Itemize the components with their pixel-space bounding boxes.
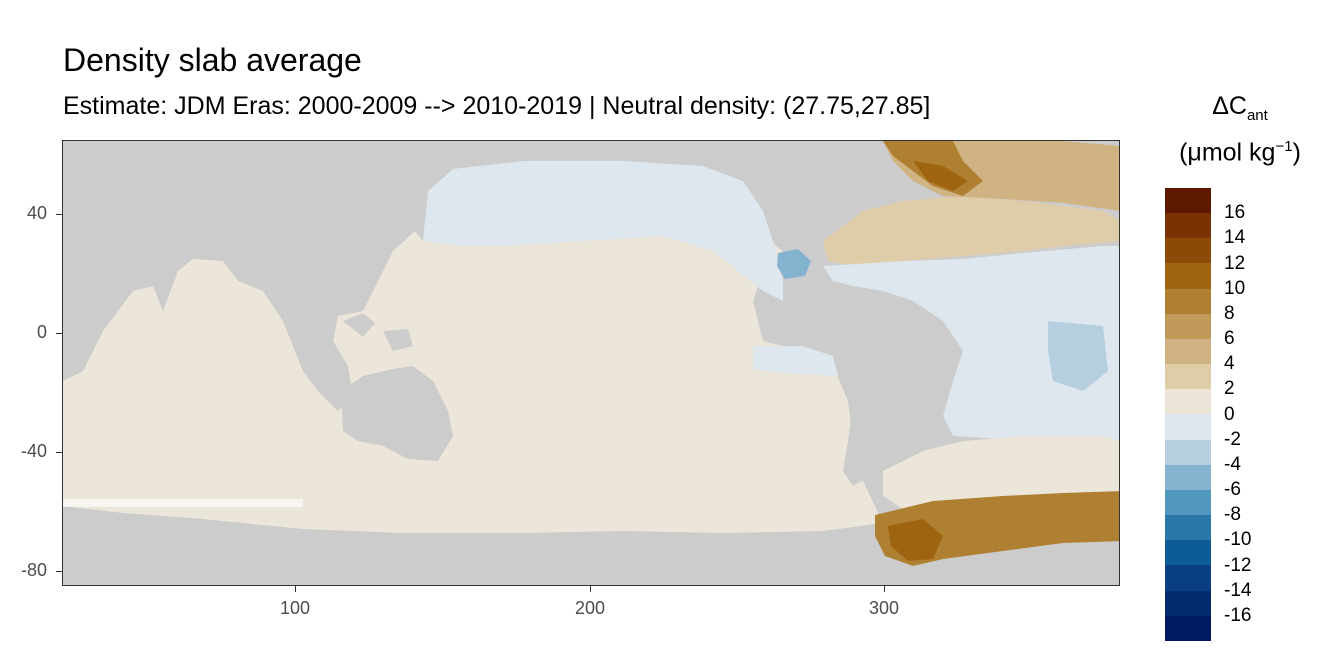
legend-bin xyxy=(1165,313,1211,339)
legend-bin xyxy=(1165,188,1211,214)
legend-bin xyxy=(1165,213,1211,239)
legend-title: ΔCant xyxy=(1212,92,1268,124)
ocean-caribbean-patch xyxy=(777,249,811,279)
legend-label: -14 xyxy=(1224,579,1252,601)
legend-bin xyxy=(1165,338,1211,365)
legend-label: 12 xyxy=(1224,252,1246,274)
legend-label: 16 xyxy=(1224,202,1246,224)
land-indonesia xyxy=(293,306,413,351)
legend-bin xyxy=(1165,565,1211,591)
legend-bin xyxy=(1165,439,1211,465)
ocean-south-atlantic-beige xyxy=(883,436,1119,509)
ocean-east-pacific xyxy=(753,346,838,376)
legend-label: -8 xyxy=(1224,504,1241,526)
legend-label: 8 xyxy=(1224,302,1235,324)
legend-label: 4 xyxy=(1224,353,1235,375)
legend-bin xyxy=(1165,414,1211,440)
ocean-map xyxy=(63,141,1119,585)
x-tick-label: 200 xyxy=(574,598,606,618)
land-australia xyxy=(341,366,453,461)
legend-label: 10 xyxy=(1224,277,1246,299)
legend-bin xyxy=(1165,515,1211,541)
legend-label: 0 xyxy=(1224,403,1235,425)
x-tick-mark xyxy=(884,586,885,592)
chart-subtitle: Estimate: JDM Eras: 2000-2009 --> 2010-2… xyxy=(63,92,931,120)
ocean-north-atlantic-tan xyxy=(823,196,1119,266)
legend-colorbar xyxy=(1165,188,1211,641)
land-antarctica xyxy=(63,533,1119,585)
chart-title: Density slab average xyxy=(63,42,362,78)
x-tick-mark xyxy=(590,586,591,592)
legend-bin xyxy=(1165,464,1211,490)
legend-label: 14 xyxy=(1224,227,1246,249)
legend-unit: (μmol kg−1) xyxy=(1179,138,1301,167)
x-tick-label: 300 xyxy=(868,598,900,618)
x-tick-label: 100 xyxy=(279,598,311,618)
legend-label: -16 xyxy=(1224,604,1252,626)
ocean-tropical-atlantic xyxy=(823,246,1119,441)
ocean-irminger-sea xyxy=(913,161,968,191)
y-tick-label: 40 xyxy=(26,203,47,223)
legend-label: 2 xyxy=(1224,378,1235,400)
ocean-north-pacific xyxy=(423,161,783,301)
legend-label: 6 xyxy=(1224,328,1235,349)
legend-bin xyxy=(1165,364,1211,390)
y-tick-label: 0 xyxy=(36,322,47,342)
y-tick-mark xyxy=(56,452,62,453)
legend-bin xyxy=(1165,263,1211,289)
legend-bin xyxy=(1165,489,1211,516)
y-tick-mark xyxy=(56,571,62,572)
legend-label: -4 xyxy=(1224,453,1241,475)
land-africa xyxy=(63,311,103,381)
legend-bin xyxy=(1165,615,1211,641)
legend-label: -12 xyxy=(1224,554,1252,576)
legend-bin xyxy=(1165,590,1211,616)
y-tick-label: -80 xyxy=(20,560,47,580)
legend-label: -6 xyxy=(1224,479,1241,500)
x-tick-mark xyxy=(295,586,296,592)
legend-bin xyxy=(1165,389,1211,415)
legend-label: -10 xyxy=(1224,529,1252,551)
land-south-america xyxy=(833,291,953,486)
y-tick-label: -40 xyxy=(20,441,47,461)
ocean-indo-pacific xyxy=(63,231,883,533)
y-tick-mark xyxy=(56,333,62,334)
ocean-guinea-negative xyxy=(1048,321,1108,391)
sea-ice-band xyxy=(63,499,303,507)
legend-bin xyxy=(1165,288,1211,314)
legend-bin xyxy=(1165,540,1211,566)
legend-label: -2 xyxy=(1224,428,1241,450)
ocean-weddell-shelf xyxy=(888,519,943,561)
legend-bin xyxy=(1165,238,1211,264)
map-panel xyxy=(62,140,1120,586)
y-tick-mark xyxy=(56,214,62,215)
